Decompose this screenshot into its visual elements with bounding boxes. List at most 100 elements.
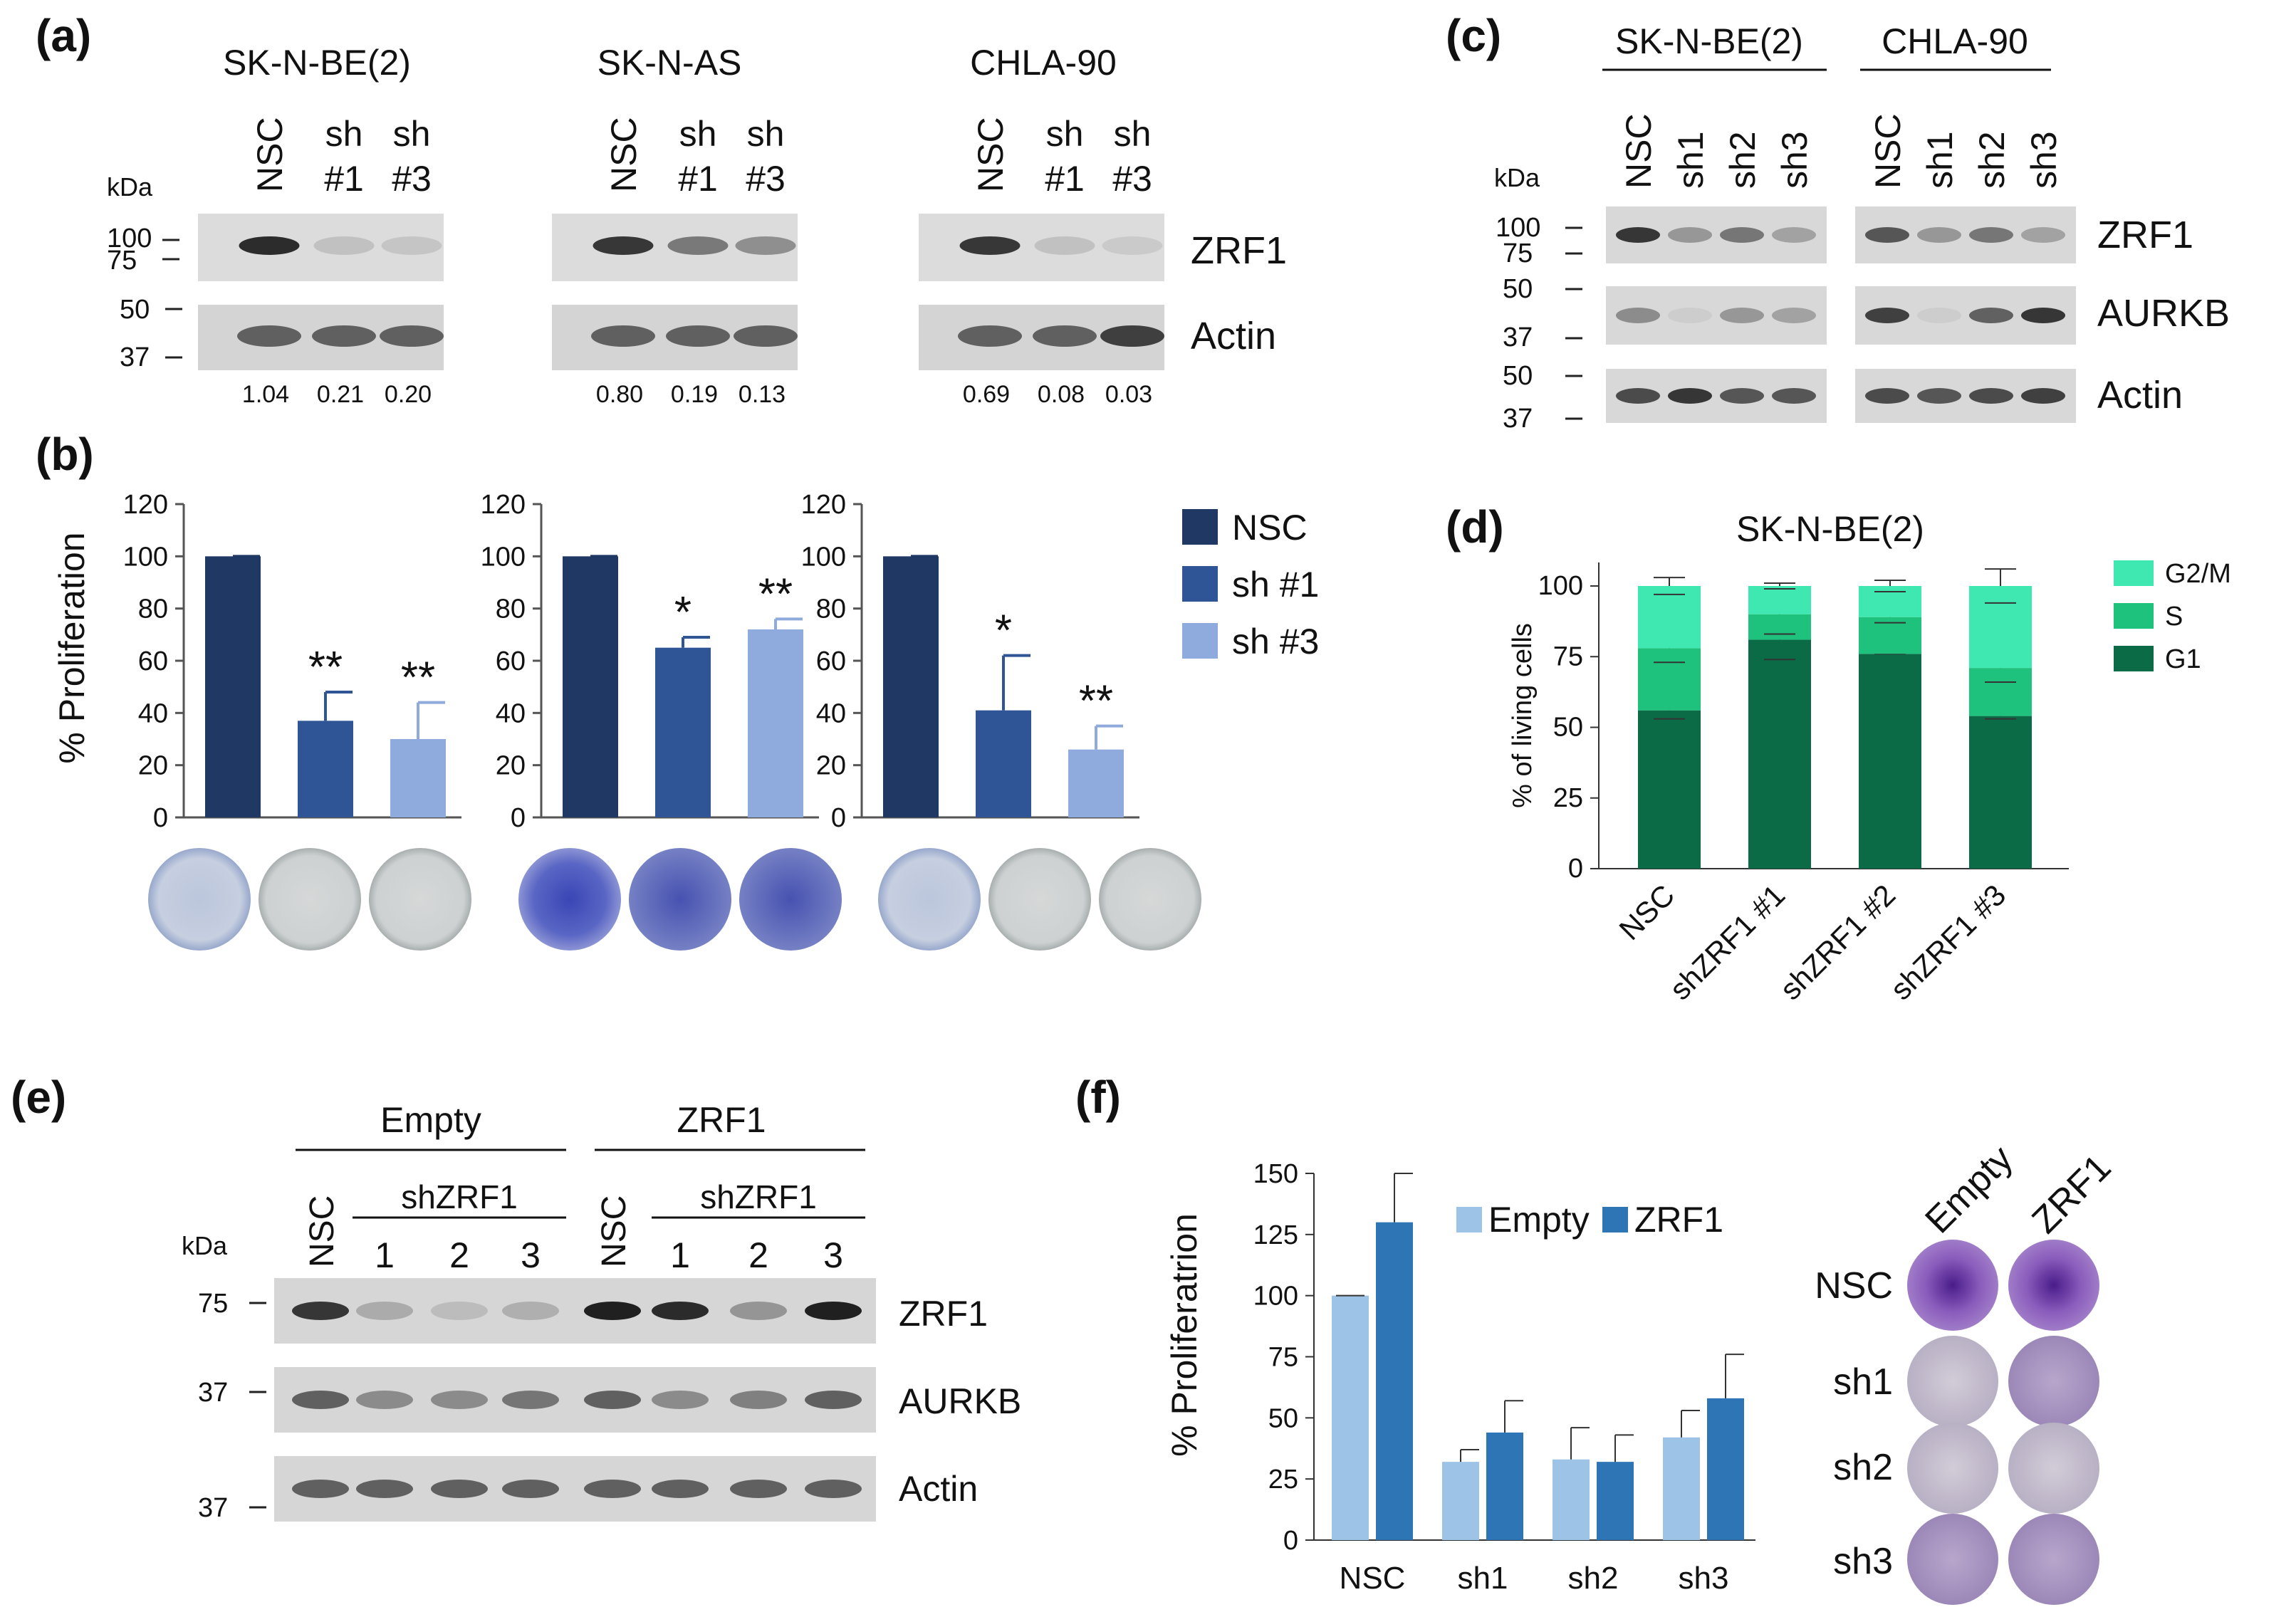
plate-b1-sh3 — [369, 848, 471, 951]
significance-mark: ** — [401, 654, 435, 703]
blot-e-zrf1 — [274, 1278, 876, 1344]
panel-d-title: SK-N-BE(2) — [1736, 509, 1924, 549]
y-tick-label: 100 — [123, 542, 168, 572]
panel-e-label-aurkb: AURKB — [899, 1381, 1021, 1421]
stacked-segment-g1 — [1638, 710, 1701, 869]
plate-b2-sh1 — [629, 848, 731, 951]
panel-b-label: (b) — [36, 429, 94, 480]
panel-c-label-aurkb: AURKB — [2097, 292, 2230, 335]
plate-b2-sh3 — [739, 848, 842, 951]
band-c — [1668, 388, 1712, 404]
band-a-actin — [312, 325, 376, 347]
plate-f-empty-sh2 — [1907, 1423, 1998, 1514]
plate-f-zrf1-sh3 — [2008, 1514, 2099, 1605]
panel-c-label-zrf1: ZRF1 — [2097, 214, 2193, 256]
y-tick-label: 60 — [816, 647, 846, 676]
band-a-actin — [591, 325, 655, 347]
plate-b1-sh1 — [259, 848, 361, 951]
band-c — [1668, 227, 1712, 243]
band-a-zrf1 — [593, 236, 654, 255]
band-e — [502, 1391, 559, 1409]
panel-e-label: (e) — [11, 1072, 66, 1123]
plate-f-zrf1-sh1 — [2008, 1336, 2099, 1427]
panel-a-label-zrf1: ZRF1 — [1191, 229, 1287, 272]
panel-f-chart: % Proliferatrion 0 25 50 75 100 125 150 NSC sh1 s… — [1164, 1138, 2119, 1605]
bar-empty — [1332, 1295, 1369, 1540]
band-a-actin — [958, 325, 1022, 347]
legend-nsc: NSC — [1232, 508, 1308, 548]
panel-c-group-1: SK-N-BE(2) — [1615, 21, 1803, 61]
legend-swatch-empty — [1456, 1207, 1482, 1232]
bar-zrf1 — [1486, 1432, 1523, 1540]
bar-zrf1 — [1597, 1462, 1634, 1540]
band-c — [2021, 227, 2065, 243]
mw-50: 50 — [120, 295, 150, 325]
band-a-actin — [1100, 325, 1164, 347]
band-c — [1917, 308, 1961, 323]
panel-f-plates: Empty ZRF1 NSC sh1 sh2 sh3 — [1815, 1138, 2119, 1605]
y-tick-label: 20 — [816, 751, 846, 781]
bar-empty — [1442, 1462, 1479, 1540]
legend-zrf1: ZRF1 — [1634, 1200, 1723, 1240]
lane-label-e: 2 — [748, 1235, 768, 1275]
plate-f-zrf1-nsc — [2008, 1240, 2099, 1331]
bar-empty — [1553, 1459, 1590, 1540]
lane-label-e: 3 — [823, 1235, 843, 1275]
band-e — [584, 1391, 641, 1409]
y-tick-label: 0 — [153, 803, 168, 833]
band-a-zrf1 — [381, 236, 442, 255]
lane-label-a: #3 — [746, 159, 786, 199]
stacked-segment-s — [1969, 668, 2032, 716]
lane-label-a: #3 — [1112, 159, 1152, 199]
x-tick-label: shZRF1 #1 — [1663, 878, 1791, 1006]
band-e — [805, 1391, 862, 1409]
stacked-segment-g2m — [1748, 586, 1811, 614]
band-c — [1917, 388, 1961, 404]
panel-e: Empty ZRF1 shZRF1 shZRF1 kDa 75 37 37 ZR… — [182, 1100, 1021, 1523]
significance-mark: ** — [1079, 677, 1113, 726]
lane-label-a: #1 — [678, 159, 718, 199]
stacked-segment-g1 — [1859, 654, 1921, 869]
panel-e-kda: kDa — [182, 1231, 228, 1260]
band-e — [805, 1480, 862, 1498]
panel-e-sub-empty: shZRF1 — [401, 1178, 518, 1215]
panel-e-group-zrf1: ZRF1 — [677, 1100, 766, 1140]
panel-a-kda: kDa — [107, 172, 153, 202]
y-tick-label: 120 — [481, 490, 526, 520]
band-c — [1720, 227, 1764, 243]
band-e — [730, 1480, 787, 1498]
band-c — [1720, 388, 1764, 404]
y-tick-label: 100 — [481, 542, 526, 572]
y-tick-label: 0 — [1283, 1526, 1298, 1556]
band-a-zrf1 — [239, 236, 300, 255]
y-tick-label: 25 — [1553, 783, 1583, 813]
mw-100: 100 — [107, 224, 152, 253]
lane-label-a: sh — [393, 114, 431, 154]
lane-label-e: NSC — [595, 1195, 633, 1267]
panel-a-label: (a) — [36, 10, 91, 61]
bar — [563, 556, 618, 817]
band-c — [1969, 308, 2013, 323]
lane-label-c: sh2 — [1723, 131, 1763, 189]
c-mw-37: 37 — [1503, 323, 1533, 352]
band-c — [1616, 227, 1660, 243]
lane-label-c: sh3 — [1775, 131, 1815, 189]
plate-f-zrf1-sh2 — [2008, 1423, 2099, 1514]
quant-value: 1.04 — [242, 381, 289, 408]
plate-b2-nsc — [518, 848, 621, 951]
band-a-actin — [380, 325, 444, 347]
panel-c-kda: kDa — [1494, 163, 1540, 192]
y-tick-label: 50 — [1268, 1403, 1298, 1433]
band-c — [1772, 227, 1816, 243]
band-e — [805, 1302, 862, 1320]
y-tick-label: 60 — [496, 647, 526, 676]
panel-c-group-2: CHLA-90 — [1882, 21, 2028, 61]
y-tick-label: 0 — [1568, 854, 1583, 884]
e-mw-37b: 37 — [198, 1493, 228, 1523]
bar — [655, 647, 711, 817]
significance-mark: ** — [308, 643, 343, 692]
y-tick-label: 20 — [496, 751, 526, 781]
plate-row-sh2: sh2 — [1833, 1447, 1893, 1488]
stacked-segment-s — [1638, 648, 1701, 711]
panel-b-plates — [148, 848, 1201, 951]
